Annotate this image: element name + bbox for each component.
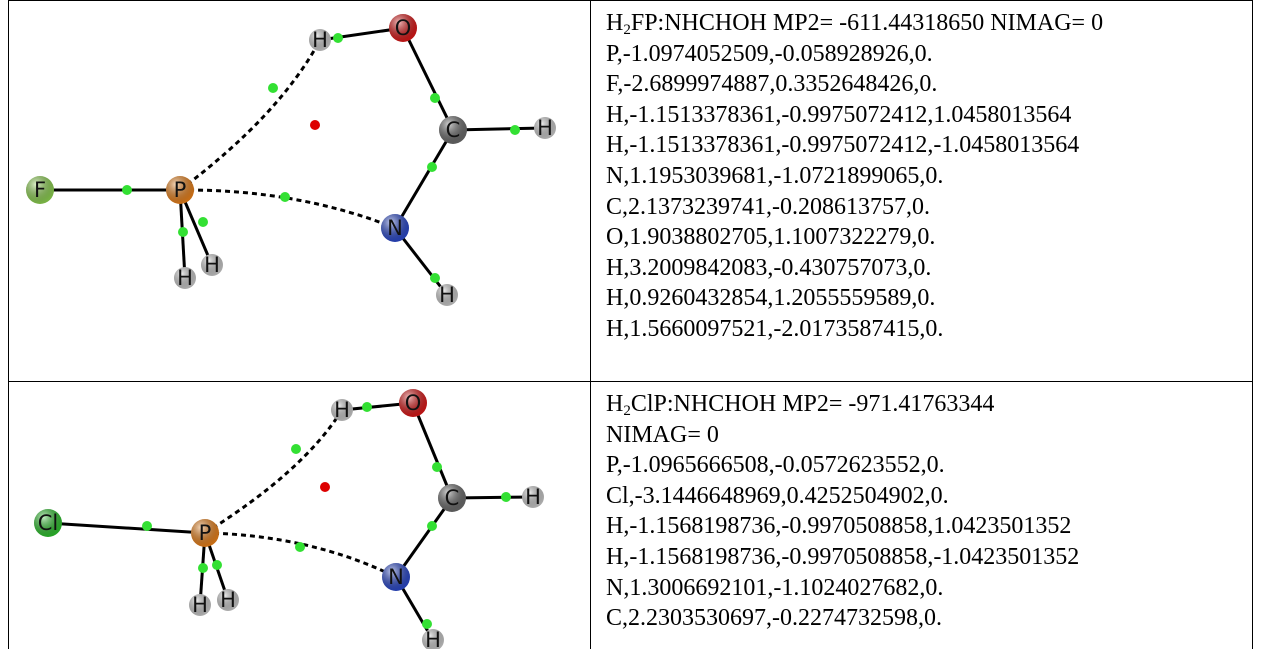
coordinate-line: H,0.9260432854,1.2055559589,0. [606, 283, 1103, 314]
atom-label: H [204, 253, 220, 277]
ring-point [310, 120, 320, 130]
coordinate-line: N,1.1953039681,-1.0721899065,0. [606, 161, 1103, 192]
bond [48, 523, 205, 533]
critical-point [427, 162, 437, 172]
critical-point [280, 192, 290, 202]
critical-point [178, 227, 188, 237]
critical-point [198, 563, 208, 573]
critical-point [198, 217, 208, 227]
title-rest: FP:NHCHOH MP2= -611.44318650 NIMAG= 0 [631, 10, 1103, 36]
coordinate-line: C,2.2303530697,-0.2274732598,0. [606, 603, 1079, 634]
coordinate-line: C,2.1373239741,-0.208613757,0. [606, 192, 1103, 223]
cell-title: H2FP:NHCHOH MP2= -611.44318650 NIMAG= 0 [606, 8, 1103, 39]
atom-label: H [537, 116, 553, 140]
atom-label: C [446, 118, 461, 142]
critical-point [212, 560, 222, 570]
coordinate-line: NIMAG= 0 [606, 420, 1079, 451]
hydrogen-bond [205, 410, 342, 533]
atom-label: H [177, 266, 193, 290]
coordinate-line: H,-1.1513378361,-0.9975072412,-1.0458013… [606, 130, 1103, 161]
atom-label: H [334, 398, 350, 422]
formula-prefix: H [606, 10, 623, 36]
coordinate-line: P,-1.0974052509,-0.058928926,0. [606, 39, 1103, 70]
coordinate-line: H,-1.1568198736,-0.9970508858,1.04235013… [606, 511, 1079, 542]
coordinate-line: N,1.3006692101,-1.1024027682,0. [606, 573, 1079, 604]
coordinate-line: O,1.9038802705,1.1007322279,0. [606, 222, 1103, 253]
ring-point [320, 482, 330, 492]
atom-label: O [405, 391, 422, 415]
critical-point [430, 93, 440, 103]
coordinate-line: H,-1.1568198736,-0.9970508858,-1.0423501… [606, 542, 1079, 573]
formula-subscript: 2 [623, 22, 631, 38]
formula-prefix: H [606, 391, 623, 417]
coordinate-line: P,-1.0965666508,-0.0572623552,0. [606, 450, 1079, 481]
critical-point [362, 402, 372, 412]
atom-label: Cl [38, 511, 59, 535]
atom-label: N [387, 216, 403, 240]
coordinate-line: H,1.5660097521,-2.0173587415,0. [606, 314, 1103, 345]
critical-point [510, 125, 520, 135]
coordinate-line: H,-1.1513378361,-0.9975072412,1.04580135… [606, 100, 1103, 131]
bond [413, 403, 452, 498]
bond [395, 130, 453, 228]
bond [396, 498, 452, 577]
cell-title: H2ClP:NHCHOH MP2= -971.41763344 [606, 389, 1079, 420]
hydrogen-bond [180, 40, 320, 190]
critical-point [268, 83, 278, 93]
atom-label: H [439, 283, 455, 307]
atom-label: P [199, 521, 212, 545]
atom-label: H [525, 485, 541, 509]
coordinate-line: H,3.2009842083,-0.430757073,0. [606, 253, 1103, 284]
title-rest: ClP:NHCHOH MP2= -971.41763344 [631, 391, 995, 417]
atom-label: H [192, 593, 208, 617]
critical-point [427, 521, 437, 531]
critical-point [295, 542, 305, 552]
page: HOCHNHPFHHHOCHNHPClHH H2FP:NHCHOH MP2= -… [0, 0, 1261, 649]
critical-point [430, 273, 440, 283]
critical-point [142, 521, 152, 531]
critical-point [501, 492, 511, 502]
atom-label: O [395, 16, 412, 40]
coordinate-line: Cl,-3.1446648969,0.4252504902,0. [606, 481, 1079, 512]
critical-point [291, 444, 301, 454]
atom-label: P [174, 178, 187, 202]
atom-label: C [445, 486, 460, 510]
critical-point [333, 33, 343, 43]
critical-point [432, 462, 442, 472]
coordinate-line: F,-2.6899974887,0.3352648426,0. [606, 69, 1103, 100]
atom-label: H [312, 28, 328, 52]
atom-label: F [34, 178, 46, 202]
atom-label: N [388, 565, 404, 589]
formula-subscript: 2 [623, 403, 631, 419]
bond [403, 28, 453, 130]
hydrogen-bond [205, 533, 396, 577]
atom-label: H [220, 588, 236, 612]
critical-point [122, 185, 132, 195]
atom-label: H [425, 628, 441, 649]
